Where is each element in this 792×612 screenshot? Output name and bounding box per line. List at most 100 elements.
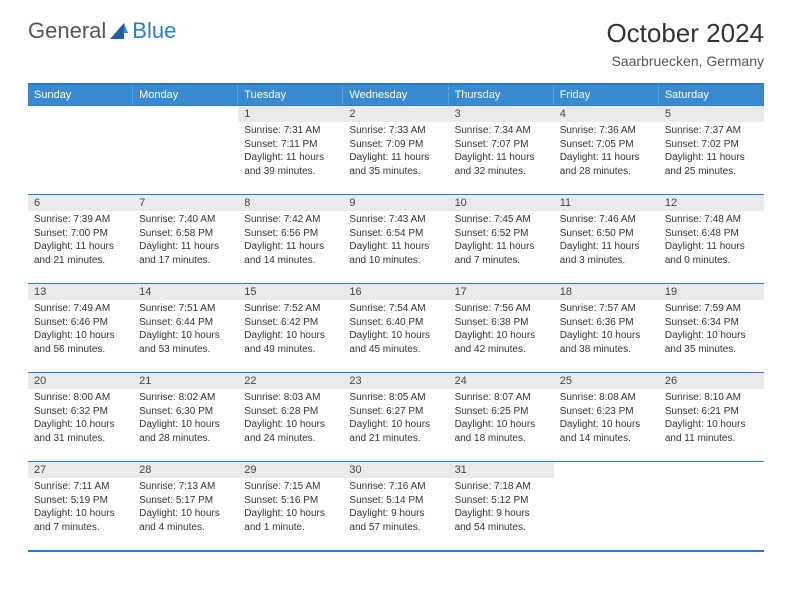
- daylight-text: Daylight: 10 hours and 56 minutes.: [34, 329, 127, 356]
- daylight-text: Daylight: 11 hours and 21 minutes.: [34, 240, 127, 267]
- day-body: Sunrise: 7:59 AMSunset: 6:34 PMDaylight:…: [659, 300, 764, 360]
- day-body: Sunrise: 7:52 AMSunset: 6:42 PMDaylight:…: [238, 300, 343, 360]
- sunset-text: Sunset: 6:58 PM: [139, 227, 232, 241]
- week-row: 6Sunrise: 7:39 AMSunset: 7:00 PMDaylight…: [28, 194, 764, 283]
- day-body: Sunrise: 7:45 AMSunset: 6:52 PMDaylight:…: [449, 211, 554, 271]
- day-cell: 11Sunrise: 7:46 AMSunset: 6:50 PMDayligh…: [554, 195, 659, 283]
- sunrise-text: Sunrise: 7:48 AM: [665, 213, 758, 227]
- day-body: Sunrise: 7:56 AMSunset: 6:38 PMDaylight:…: [449, 300, 554, 360]
- weekday-tuesday: Tuesday: [238, 85, 343, 105]
- daylight-text: Daylight: 10 hours and 31 minutes.: [34, 418, 127, 445]
- sunrise-text: Sunrise: 8:02 AM: [139, 391, 232, 405]
- day-cell: 30Sunrise: 7:16 AMSunset: 5:14 PMDayligh…: [343, 462, 448, 550]
- sunrise-text: Sunrise: 7:13 AM: [139, 480, 232, 494]
- sunset-text: Sunset: 7:11 PM: [244, 138, 337, 152]
- sunrise-text: Sunrise: 7:51 AM: [139, 302, 232, 316]
- day-body: Sunrise: 7:49 AMSunset: 6:46 PMDaylight:…: [28, 300, 133, 360]
- sunrise-text: Sunrise: 7:39 AM: [34, 213, 127, 227]
- sunset-text: Sunset: 6:30 PM: [139, 405, 232, 419]
- daylight-text: Daylight: 11 hours and 39 minutes.: [244, 151, 337, 178]
- sunset-text: Sunset: 5:19 PM: [34, 494, 127, 508]
- sunrise-text: Sunrise: 7:57 AM: [560, 302, 653, 316]
- weekday-thursday: Thursday: [449, 85, 554, 105]
- day-number: 3: [449, 106, 554, 122]
- day-body: Sunrise: 7:31 AMSunset: 7:11 PMDaylight:…: [238, 122, 343, 182]
- daylight-text: Daylight: 10 hours and 38 minutes.: [560, 329, 653, 356]
- sunrise-text: Sunrise: 7:31 AM: [244, 124, 337, 138]
- day-number: 18: [554, 284, 659, 300]
- day-cell: 18 Sunrise: 7:57 AMSunset: 6:36 PMDayligh…: [554, 284, 659, 372]
- day-body: Sunrise: 7:13 AMSunset: 5:17 PMDaylight:…: [133, 478, 238, 538]
- sunset-text: Sunset: 6:32 PM: [34, 405, 127, 419]
- day-number: 17: [449, 284, 554, 300]
- sunset-text: Sunset: 7:09 PM: [349, 138, 442, 152]
- sunrise-text: Sunrise: 8:03 AM: [244, 391, 337, 405]
- day-body: Sunrise: 8:03 AMSunset: 6:28 PMDaylight:…: [238, 389, 343, 449]
- day-body: Sunrise: 7:16 AMSunset: 5:14 PMDaylight:…: [343, 478, 448, 538]
- daylight-text: Daylight: 11 hours and 3 minutes.: [560, 240, 653, 267]
- day-number: 28: [133, 462, 238, 478]
- sunset-text: Sunset: 6:36 PM: [560, 316, 653, 330]
- day-number: 13: [28, 284, 133, 300]
- location: Saarbruecken, Germany: [606, 53, 764, 69]
- sunrise-text: Sunrise: 7:43 AM: [349, 213, 442, 227]
- day-cell: [554, 462, 659, 550]
- day-number: 24: [449, 373, 554, 389]
- day-body: Sunrise: 7:40 AMSunset: 6:58 PMDaylight:…: [133, 211, 238, 271]
- day-body: Sunrise: 7:39 AMSunset: 7:00 PMDaylight:…: [28, 211, 133, 271]
- day-cell: 13Sunrise: 7:49 AMSunset: 6:46 PMDayligh…: [28, 284, 133, 372]
- day-cell: 20Sunrise: 8:00 AMSunset: 6:32 PMDayligh…: [28, 373, 133, 461]
- day-cell: [659, 462, 764, 550]
- day-cell: 2Sunrise: 7:33 AMSunset: 7:09 PMDaylight…: [343, 106, 448, 194]
- daylight-text: Daylight: 11 hours and 7 minutes.: [455, 240, 548, 267]
- day-number: 7: [133, 195, 238, 211]
- daylight-text: Daylight: 11 hours and 17 minutes.: [139, 240, 232, 267]
- daylight-text: Daylight: 10 hours and 21 minutes.: [349, 418, 442, 445]
- sunrise-text: Sunrise: 7:15 AM: [244, 480, 337, 494]
- month-title: October 2024: [606, 18, 764, 49]
- day-number: 1: [238, 106, 343, 122]
- day-cell: 10Sunrise: 7:45 AMSunset: 6:52 PMDayligh…: [449, 195, 554, 283]
- day-cell: 21Sunrise: 8:02 AMSunset: 6:30 PMDayligh…: [133, 373, 238, 461]
- day-number: 23: [343, 373, 448, 389]
- daylight-text: Daylight: 10 hours and 4 minutes.: [139, 507, 232, 534]
- daylight-text: Daylight: 10 hours and 14 minutes.: [560, 418, 653, 445]
- day-body: Sunrise: 7:33 AMSunset: 7:09 PMDaylight:…: [343, 122, 448, 182]
- sunrise-text: Sunrise: 7:33 AM: [349, 124, 442, 138]
- week-row: 27Sunrise: 7:11 AMSunset: 5:19 PMDayligh…: [28, 461, 764, 550]
- daylight-text: Daylight: 10 hours and 11 minutes.: [665, 418, 758, 445]
- daylight-text: Daylight: 10 hours and 18 minutes.: [455, 418, 548, 445]
- day-body: Sunrise: 8:00 AMSunset: 6:32 PMDaylight:…: [28, 389, 133, 449]
- day-body: Sunrise: 7:51 AMSunset: 6:44 PMDaylight:…: [133, 300, 238, 360]
- sunset-text: Sunset: 6:40 PM: [349, 316, 442, 330]
- day-body: Sunrise: 8:08 AMSunset: 6:23 PMDaylight:…: [554, 389, 659, 449]
- day-body: Sunrise: 8:02 AMSunset: 6:30 PMDaylight:…: [133, 389, 238, 449]
- day-body: Sunrise: 7:46 AMSunset: 6:50 PMDaylight:…: [554, 211, 659, 271]
- daylight-text: Daylight: 10 hours and 24 minutes.: [244, 418, 337, 445]
- day-cell: 1Sunrise: 7:31 AMSunset: 7:11 PMDaylight…: [238, 106, 343, 194]
- calendar: SundayMondayTuesdayWednesdayThursdayFrid…: [28, 83, 764, 552]
- day-cell: 5Sunrise: 7:37 AMSunset: 7:02 PMDaylight…: [659, 106, 764, 194]
- header: General Blue October 2024 Saarbruecken, …: [0, 0, 792, 77]
- week-row: 1Sunrise: 7:31 AMSunset: 7:11 PMDaylight…: [28, 105, 764, 194]
- daylight-text: Daylight: 10 hours and 1 minute.: [244, 507, 337, 534]
- day-body: Sunrise: 7:48 AMSunset: 6:48 PMDaylight:…: [659, 211, 764, 271]
- sunset-text: Sunset: 7:00 PM: [34, 227, 127, 241]
- day-body: Sunrise: 7:18 AMSunset: 5:12 PMDaylight:…: [449, 478, 554, 538]
- sunrise-text: Sunrise: 7:36 AM: [560, 124, 653, 138]
- day-cell: 17Sunrise: 7:56 AMSunset: 6:38 PMDayligh…: [449, 284, 554, 372]
- sunrise-text: Sunrise: 7:52 AM: [244, 302, 337, 316]
- day-cell: 14Sunrise: 7:51 AMSunset: 6:44 PMDayligh…: [133, 284, 238, 372]
- daylight-text: Daylight: 11 hours and 14 minutes.: [244, 240, 337, 267]
- day-cell: 19Sunrise: 7:59 AMSunset: 6:34 PMDayligh…: [659, 284, 764, 372]
- day-number: 31: [449, 462, 554, 478]
- week-row: 13Sunrise: 7:49 AMSunset: 6:46 PMDayligh…: [28, 283, 764, 372]
- daylight-text: Daylight: 10 hours and 53 minutes.: [139, 329, 232, 356]
- week-row: 20Sunrise: 8:00 AMSunset: 6:32 PMDayligh…: [28, 372, 764, 461]
- day-number: 4: [554, 106, 659, 122]
- sunrise-text: Sunrise: 7:54 AM: [349, 302, 442, 316]
- day-number: 15: [238, 284, 343, 300]
- day-number: 19: [659, 284, 764, 300]
- sunset-text: Sunset: 7:07 PM: [455, 138, 548, 152]
- sunset-text: Sunset: 6:25 PM: [455, 405, 548, 419]
